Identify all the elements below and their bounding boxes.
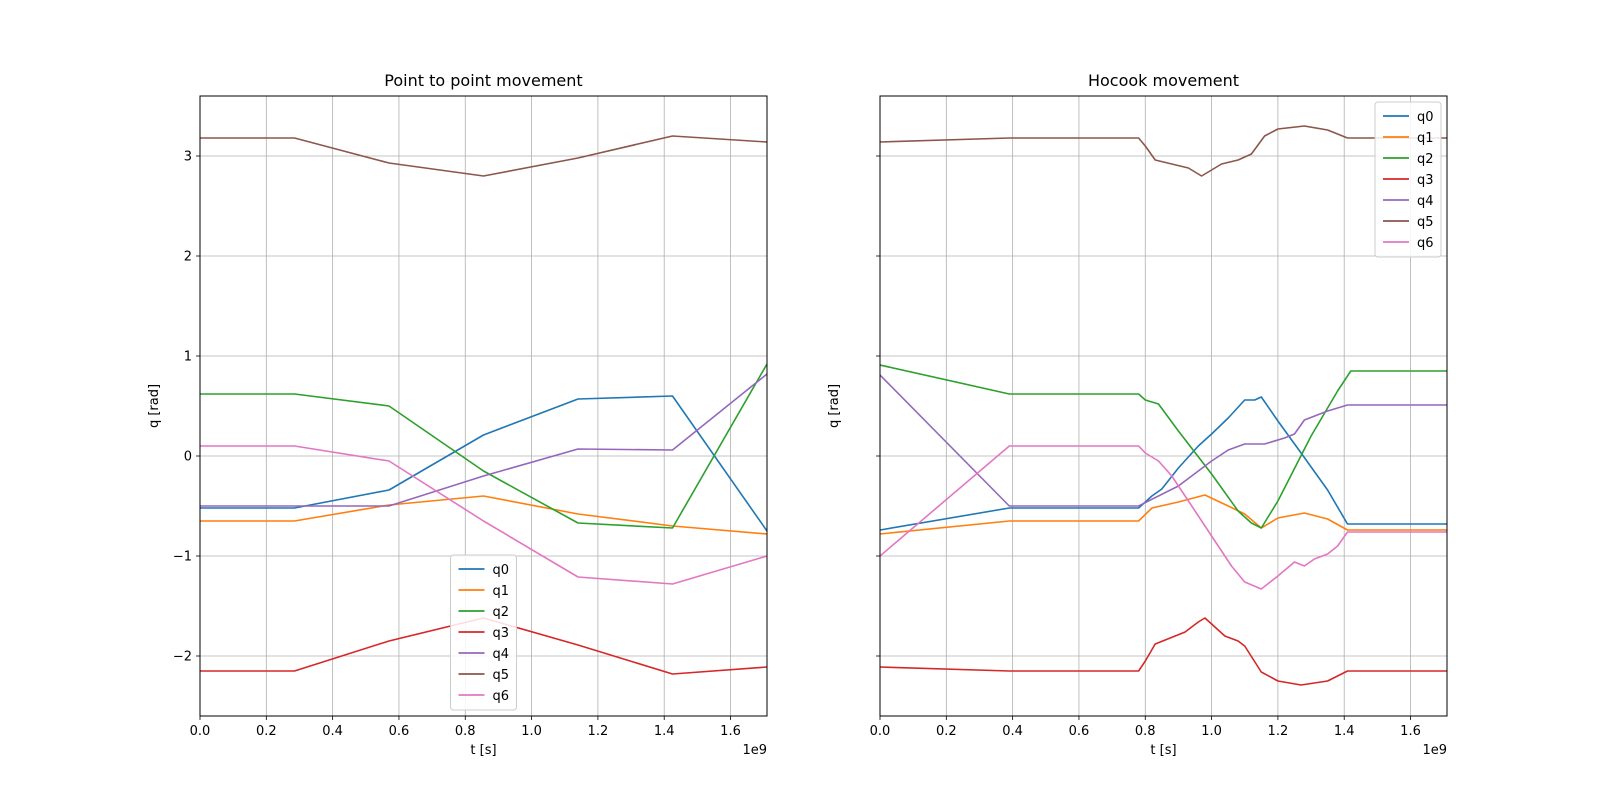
legend-label-q1: q1 xyxy=(1417,131,1434,146)
chart-1: 0.0 0.2 0.4 0.6 0.8 1.0 1.2 1.4 1.6 −2 −1 0 1 2 3 Point… xyxy=(147,71,768,758)
x-offset-label: 1e9 xyxy=(742,743,767,758)
chart-2: 0.0 0.2 0.4 0.6 0.8 1.0 1.2 1.4 1.6 Hocook moveme… xyxy=(827,71,1448,758)
y-axis-label: q [rad] xyxy=(147,384,162,428)
series-line-q0 xyxy=(200,395,767,532)
legend: q0 q1 q2 q3 q4 q5 q6 xyxy=(450,554,517,711)
legend-label-q4: q4 xyxy=(493,647,510,662)
legend-label-q4: q4 xyxy=(1417,194,1434,209)
legend-label-q6: q6 xyxy=(1417,236,1434,251)
series-line-q6 xyxy=(880,445,1447,590)
series-line-q2 xyxy=(880,364,1447,529)
x-tick-label: 0.6 xyxy=(389,724,410,739)
series-line-q1 xyxy=(200,495,767,535)
x-tick-label: 0.2 xyxy=(936,724,957,739)
axes-frame xyxy=(199,95,768,717)
y-tick-label: 0 xyxy=(184,450,192,465)
x-tick-label: 1.4 xyxy=(1334,724,1355,739)
series-line-q5 xyxy=(200,135,767,177)
legend-label-q3: q3 xyxy=(1417,173,1434,188)
x-tick-label: 1.2 xyxy=(588,724,609,739)
x-axis-label: t [s] xyxy=(470,743,496,758)
x-tick-label: 0.4 xyxy=(1002,724,1023,739)
legend-label-q0: q0 xyxy=(1417,110,1434,125)
x-axis-label: t [s] xyxy=(1150,743,1176,758)
plot-area xyxy=(880,96,1447,716)
y-tick-label: 1 xyxy=(184,350,192,365)
x-tick-label: 1.0 xyxy=(521,724,542,739)
chart-title: Point to point movement xyxy=(384,71,582,90)
y-tick-label: −2 xyxy=(173,650,192,665)
x-tick-label: 1.6 xyxy=(1400,724,1421,739)
x-tick-label: 1.2 xyxy=(1268,724,1289,739)
x-tick-label: 0.8 xyxy=(455,724,476,739)
legend-label-q5: q5 xyxy=(1417,215,1434,230)
series-line-q4 xyxy=(880,374,1447,507)
legend-label-q6: q6 xyxy=(493,689,510,704)
x-tick-label: 0.0 xyxy=(190,724,211,739)
y-tick-label: 3 xyxy=(184,150,192,165)
x-offset-label: 1e9 xyxy=(1422,743,1447,758)
series-line-q0 xyxy=(880,396,1447,531)
legend-label-q2: q2 xyxy=(493,605,510,620)
series-line-q2 xyxy=(200,363,767,529)
x-tick-label: 0.6 xyxy=(1069,724,1090,739)
x-tick-label: 1.0 xyxy=(1201,724,1222,739)
y-tick-label: −1 xyxy=(173,550,192,565)
legend: q0 q1 q2 q3 q4 q5 q6 xyxy=(1374,101,1442,258)
x-tick-label: 1.4 xyxy=(654,724,675,739)
y-axis-label: q [rad] xyxy=(827,384,842,428)
series-line-q3 xyxy=(880,617,1447,686)
x-tick-label: 0.8 xyxy=(1135,724,1156,739)
legend-label-q1: q1 xyxy=(493,584,510,599)
x-tick-label: 0.4 xyxy=(322,724,343,739)
legend-label-q2: q2 xyxy=(1417,152,1434,167)
chart-title: Hocook movement xyxy=(1088,71,1239,90)
series-line-q5 xyxy=(880,125,1447,177)
series-line-q6 xyxy=(200,445,767,585)
x-tick-label: 1.6 xyxy=(720,724,741,739)
x-tick-label: 0.2 xyxy=(256,724,277,739)
legend-label-q3: q3 xyxy=(493,626,510,641)
axes-frame xyxy=(879,95,1448,717)
legend-label-q0: q0 xyxy=(493,563,510,578)
x-tick-label: 0.0 xyxy=(870,724,891,739)
legend-label-q5: q5 xyxy=(493,668,510,683)
series-line-q4 xyxy=(200,373,767,507)
y-tick-label: 2 xyxy=(184,250,192,265)
